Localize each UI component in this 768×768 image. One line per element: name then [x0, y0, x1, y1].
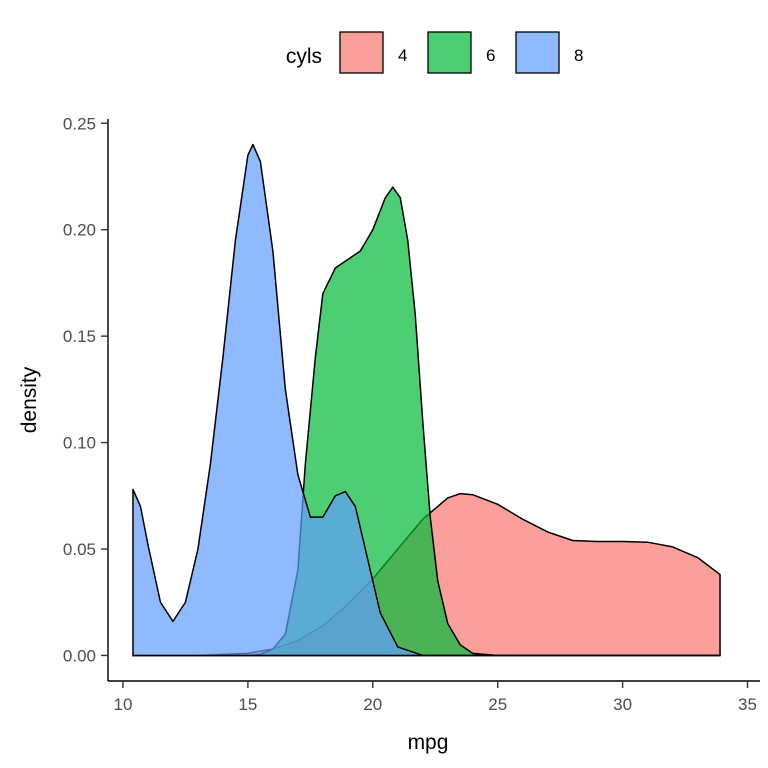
axes: 10 15 20 25 30 35 0.00 0.05 0.10 0.15 0.20 0.25 [63, 114, 760, 714]
x-tick-label: 15 [238, 695, 257, 714]
y-tick-label: 0.10 [63, 434, 96, 453]
y-tick-label: 0.00 [63, 646, 96, 665]
x-tick-label: 10 [114, 695, 133, 714]
legend: cyls 4 6 8 [286, 31, 583, 74]
legend-title: cyls [286, 45, 322, 68]
x-tick-label: 35 [738, 695, 757, 714]
x-tick-label: 30 [613, 695, 632, 714]
density-areas [132, 143, 721, 657]
y-tick-label: 0.25 [63, 114, 96, 133]
legend-label-4: 4 [398, 46, 407, 65]
x-axis-title: mpg [408, 731, 449, 754]
y-ticks: 0.00 0.05 0.10 0.15 0.20 0.25 [63, 114, 108, 665]
legend-key-4 [339, 31, 384, 74]
density-area-8 [132, 143, 721, 657]
y-tick-label: 0.05 [63, 540, 96, 559]
x-tick-label: 20 [363, 695, 382, 714]
y-axis-title: density [18, 366, 41, 433]
legend-label-8: 8 [574, 46, 583, 65]
y-tick-label: 0.20 [63, 221, 96, 240]
legend-key-8 [515, 31, 560, 74]
x-ticks: 10 15 20 25 30 35 [114, 681, 757, 714]
y-tick-label: 0.15 [63, 327, 96, 346]
legend-key-6 [427, 31, 472, 74]
x-tick-label: 25 [488, 695, 507, 714]
legend-label-6: 6 [486, 46, 495, 65]
